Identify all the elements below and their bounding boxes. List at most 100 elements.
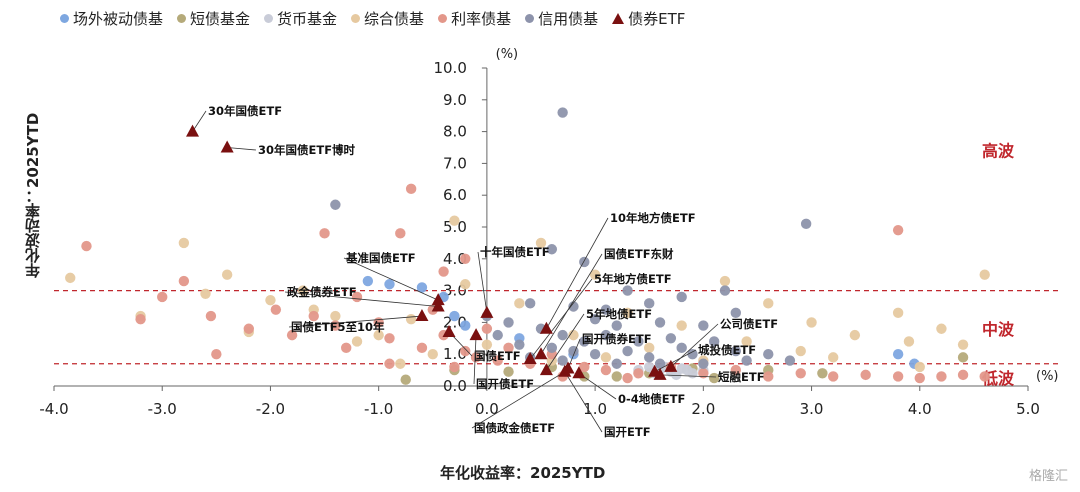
data-point: [514, 339, 525, 350]
legend-label: 利率债基: [451, 9, 512, 28]
data-point: [957, 339, 969, 350]
data-point: [633, 336, 644, 347]
x-tick-label: -2.0: [256, 400, 285, 418]
data-point: [308, 310, 319, 322]
dot-icon: [438, 13, 448, 23]
data-point: [600, 329, 612, 341]
etf-point: [220, 140, 234, 153]
data-point: [330, 310, 341, 322]
data-point: [741, 355, 752, 366]
x-tick-label: -3.0: [148, 400, 177, 418]
data-point: [687, 349, 698, 360]
data-point: [503, 317, 514, 328]
data-point: [438, 266, 449, 277]
dot-icon: [177, 13, 187, 23]
x-tick-label: 2.0: [691, 400, 715, 418]
data-point: [698, 368, 709, 379]
data-point: [671, 369, 682, 381]
data-point: [622, 285, 633, 296]
data-point: [524, 298, 536, 309]
data-point: [644, 352, 655, 363]
annotation-leader: [288, 315, 422, 328]
data-point: [795, 345, 806, 357]
data-point: [492, 355, 503, 366]
etf-point: [664, 359, 678, 372]
data-point: [936, 371, 947, 382]
data-point: [611, 371, 622, 382]
annotation-leader: [192, 110, 207, 132]
y-tick-label: 8.0: [443, 123, 467, 141]
x-tick-label: 3.0: [800, 400, 824, 418]
annotation-label: 政金债券ETF: [287, 285, 357, 299]
data-point: [730, 307, 741, 319]
legend-item: 利率债基: [438, 8, 511, 29]
data-point: [503, 342, 514, 354]
data-point: [243, 323, 254, 334]
annotation-label: 5年地方债ETF: [594, 272, 672, 286]
triangle-icon: [612, 12, 625, 24]
data-point: [828, 352, 839, 363]
annotation-label: 国开债券ETF: [582, 332, 652, 346]
data-point: [416, 342, 428, 354]
annotation-leader: [578, 372, 617, 400]
data-point: [330, 199, 341, 210]
data-point: [860, 369, 871, 381]
data-point: [362, 275, 374, 287]
etf-point: [539, 363, 553, 376]
data-point: [579, 336, 590, 347]
data-point: [589, 269, 601, 280]
etf-point: [653, 367, 667, 380]
data-point: [698, 358, 709, 369]
data-point: [557, 329, 568, 341]
y-tick-label: 9.0: [443, 91, 467, 109]
annotation-leader: [529, 278, 593, 360]
data-point: [351, 336, 363, 347]
data-point: [427, 349, 438, 360]
legend-item: 综合债基: [351, 8, 424, 29]
y-tick-label: 0.0: [443, 377, 467, 395]
data-point: [654, 358, 666, 369]
data-point: [611, 358, 622, 369]
data-point: [600, 364, 612, 376]
legend-label: 债券ETF: [628, 9, 686, 28]
data-point: [211, 349, 222, 360]
data-point: [449, 215, 460, 226]
data-point: [405, 314, 417, 325]
data-point: [914, 372, 925, 384]
data-point: [535, 237, 547, 249]
data-point: [589, 349, 601, 360]
data-point: [936, 323, 947, 334]
data-point: [270, 304, 282, 315]
data-point: [405, 183, 417, 195]
annotation-label: 国开ETF: [604, 425, 651, 439]
x-tick-label: -4.0: [39, 400, 68, 418]
etf-point: [415, 309, 429, 322]
data-point: [622, 345, 633, 357]
data-point: [741, 336, 752, 347]
annotation-label: 30年国债ETF: [208, 104, 282, 118]
annotation-label: 国债ETF: [474, 349, 521, 363]
data-point: [460, 253, 471, 264]
annotation-label: 5年地债ETF: [586, 307, 652, 321]
dot-icon: [525, 13, 535, 23]
data-point: [351, 291, 363, 303]
data-point: [676, 320, 687, 331]
annotation-label: 国债ETF东财: [604, 247, 674, 261]
legend-item: 货币基金: [264, 8, 337, 29]
annotation-label: 0-4地债ETF: [618, 392, 685, 406]
y-tick-label: 5.0: [443, 218, 467, 236]
data-point: [730, 364, 741, 376]
data-point: [384, 279, 395, 290]
data-point: [460, 345, 471, 357]
x-tick-label: 1.0: [583, 400, 607, 418]
annotation-label: 城投债ETF: [698, 343, 756, 357]
annotation-leader: [567, 338, 581, 369]
data-point: [579, 256, 590, 268]
data-point: [611, 320, 622, 331]
data-point: [589, 314, 601, 325]
data-point: [470, 352, 482, 363]
x-tick-label: 4.0: [908, 400, 932, 418]
data-point: [914, 361, 925, 373]
annotation-label: 公司债ETF: [720, 317, 778, 331]
legend-item: 场外被动债基: [60, 8, 163, 29]
